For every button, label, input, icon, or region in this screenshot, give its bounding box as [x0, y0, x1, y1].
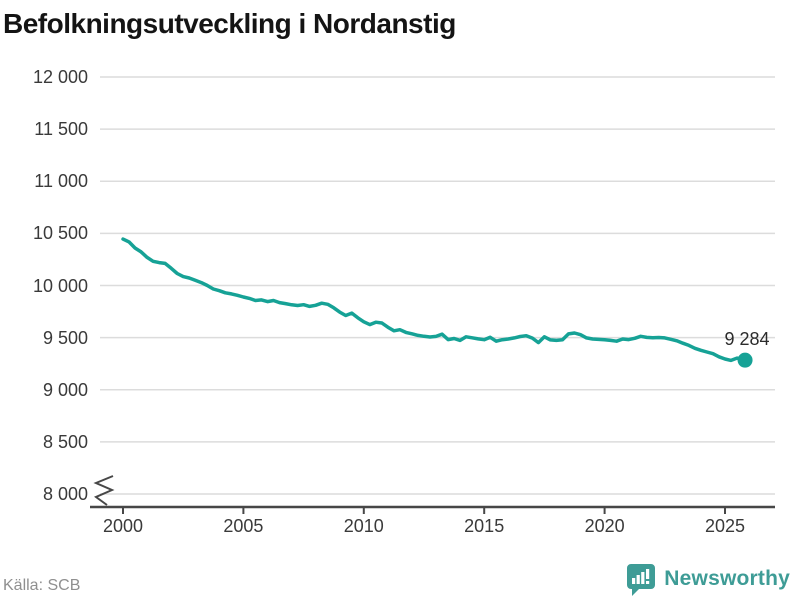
source-note: Källa: SCB [3, 577, 81, 594]
x-axis-label: 2010 [343, 516, 384, 536]
axis-break-icon [93, 475, 115, 506]
last-value-label: 9 284 [724, 329, 770, 349]
y-axis-label: 9 500 [42, 327, 88, 348]
y-axis-label: 10 000 [32, 275, 88, 296]
y-axis-label: 10 500 [32, 223, 88, 244]
population-line [121, 237, 745, 363]
newsworthy-logo[interactable]: Newsworthy [626, 561, 790, 597]
x-axis-label: 2020 [584, 516, 625, 536]
chart-title: Befolkningsutveckling i Nordanstig [3, 8, 456, 39]
x-axis-label: 2015 [464, 516, 505, 536]
x-axis-label: 2025 [704, 516, 746, 536]
last-value-dot [737, 352, 753, 368]
y-axis-label: 9 000 [42, 379, 88, 400]
newsworthy-bubble-chart-icon [627, 564, 656, 596]
x-axis-label: 2005 [223, 516, 264, 536]
x-axis-label: 2000 [102, 516, 144, 536]
y-axis-label: 11 000 [34, 171, 88, 192]
newsworthy-wordmark: Newsworthy [664, 567, 790, 590]
y-axis-label: 8 000 [42, 484, 88, 504]
y-axis-label: 8 500 [42, 431, 88, 452]
y-axis-label: 12 000 [32, 67, 88, 87]
y-axis-label: 11 500 [34, 119, 88, 140]
